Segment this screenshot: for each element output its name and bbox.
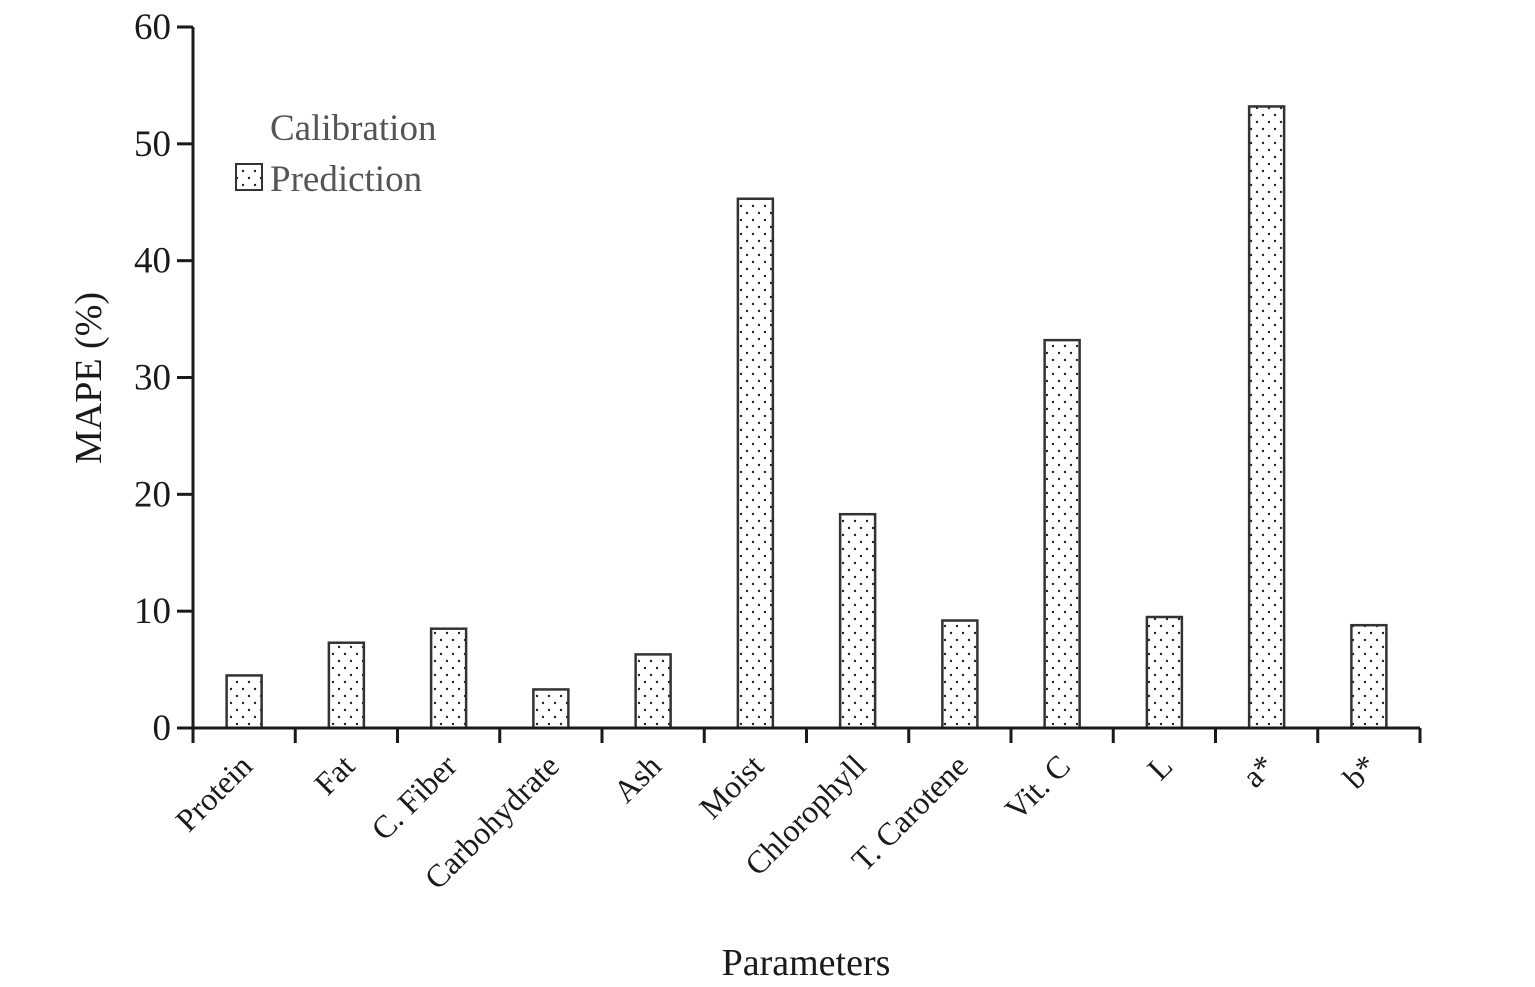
- legend-label-calibration: Calibration: [270, 108, 436, 149]
- bar-prediction: [736, 197, 775, 730]
- x-tick-label: C. Fiber: [364, 747, 464, 847]
- bar-prediction: [634, 653, 672, 730]
- y-tick-label: 50: [134, 124, 171, 165]
- y-tick-label: 10: [134, 591, 171, 632]
- x-tick-label: Ash: [606, 747, 668, 809]
- y-axis-label: MAPE (%): [68, 292, 110, 464]
- x-tick-label: a*: [1235, 747, 1282, 794]
- x-tick-label: Protein: [168, 747, 259, 838]
- x-tick-label: L: [1140, 747, 1179, 786]
- x-tick-label: Moist: [692, 747, 770, 825]
- y-tick-label: 40: [134, 241, 171, 282]
- y-tick-label: 60: [134, 7, 171, 48]
- bar-prediction: [941, 619, 979, 730]
- x-axis-label: Parameters: [722, 942, 891, 984]
- bar-prediction: [1043, 338, 1081, 730]
- x-tick-label: Fat: [307, 747, 361, 801]
- x-tick-label: b*: [1336, 747, 1384, 795]
- bar-prediction: [327, 641, 366, 730]
- bar-prediction: [532, 688, 570, 730]
- bar-prediction: [838, 512, 877, 730]
- bar-prediction: [1350, 623, 1388, 730]
- legend-label-prediction: Prediction: [270, 159, 422, 200]
- bar-prediction: [1145, 615, 1184, 730]
- y-tick-label: 20: [134, 474, 171, 515]
- y-tick-label: 0: [153, 708, 172, 749]
- y-axis: 0 10 20 30 40 50 60: [134, 7, 195, 749]
- bar-prediction: [429, 627, 468, 730]
- legend: Calibration Prediction: [235, 108, 436, 200]
- y-tick-label: 30: [134, 358, 171, 399]
- x-tick-label: Vit. C: [998, 747, 1077, 826]
- bar-prediction: [225, 674, 263, 730]
- legend-swatch-prediction: [235, 163, 263, 191]
- bar-prediction: [1247, 105, 1286, 730]
